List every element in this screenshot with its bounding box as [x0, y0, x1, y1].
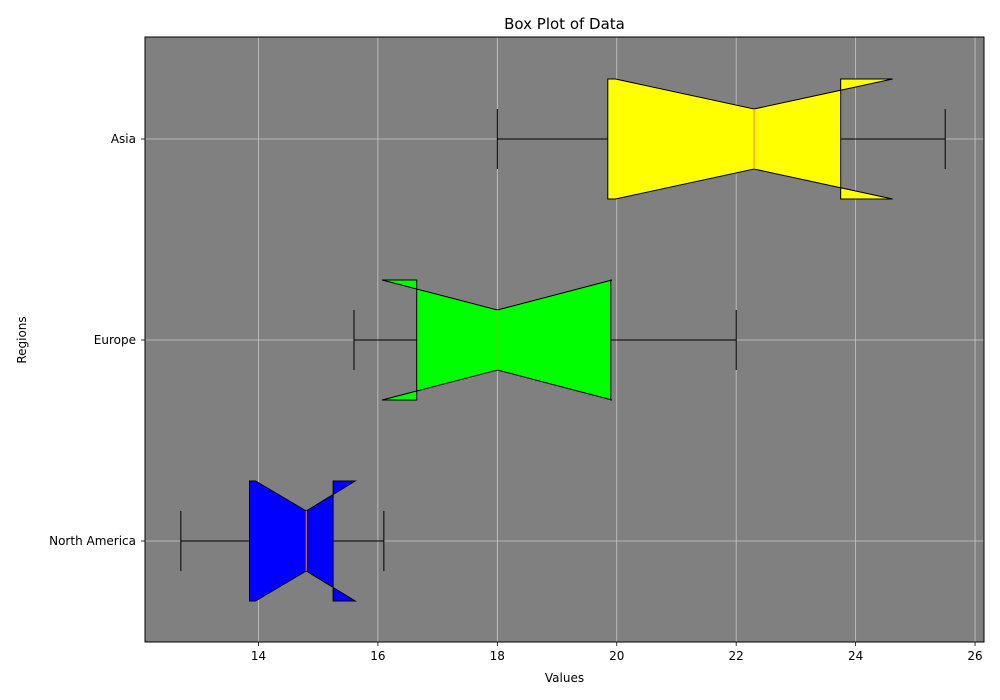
box-body [249, 480, 357, 602]
x-tick-label: 14 [251, 649, 266, 663]
x-axis-label: Values [545, 671, 584, 685]
boxes [180, 78, 946, 602]
y-axis-ticks: North America Europe Asia [49, 132, 145, 548]
box-body [607, 78, 893, 200]
x-tick-label: 24 [848, 649, 863, 663]
y-axis-label: Regions [15, 316, 29, 363]
x-tick-label: 20 [609, 649, 624, 663]
x-tick-label: 26 [967, 649, 982, 663]
y-tick-label: North America [49, 534, 136, 548]
box-north-america [180, 480, 385, 602]
x-tick-label: 18 [490, 649, 505, 663]
x-axis-ticks: 14 16 18 20 22 24 26 [251, 642, 983, 663]
chart-title: Box Plot of Data [504, 15, 625, 33]
x-tick-label: 22 [729, 649, 744, 663]
x-tick-label: 16 [370, 649, 385, 663]
y-tick-label: Europe [94, 333, 136, 347]
plot-frame [144, 36, 985, 643]
box-asia [496, 78, 946, 200]
y-tick-label: Asia [111, 132, 136, 146]
box-europe [353, 279, 737, 401]
